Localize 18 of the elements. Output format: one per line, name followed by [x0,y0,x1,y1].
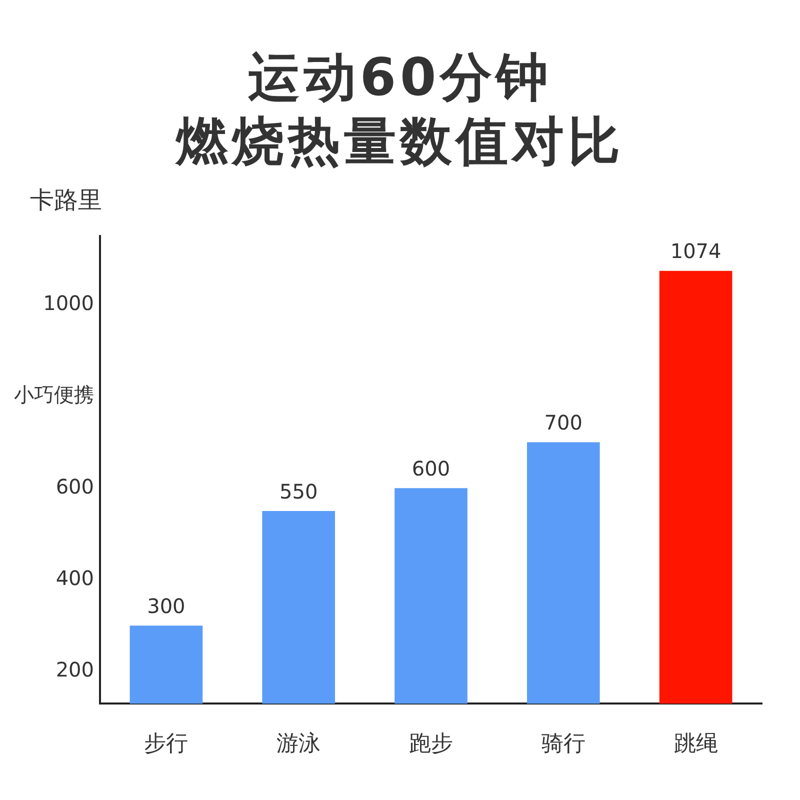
y-tick-label: 600 [56,474,94,498]
x-tick-label: 跑步 [409,732,453,757]
data-label: 700 [544,410,582,434]
x-tick-label: 跳绳 [674,732,718,757]
chart-title: 运动60分钟 [246,47,554,110]
data-label: 300 [147,594,186,618]
y-tick-label: 400 [56,566,94,590]
x-tick-label: 骑行 [541,732,586,757]
data-label: 1074 [670,239,722,264]
y-tick-label: 小巧便携 [14,382,94,407]
y-axis-title: 卡路里 [30,186,102,214]
chart-subtitle: 燃烧热量数值对比 [174,111,625,174]
x-tick-label: 步行 [144,732,188,757]
data-label: 600 [412,456,450,480]
x-tick-label: 游泳 [276,732,321,757]
y-tick-label: 1000 [43,290,94,315]
y-tick-label: 200 [56,658,94,682]
data-label: 550 [280,479,318,504]
